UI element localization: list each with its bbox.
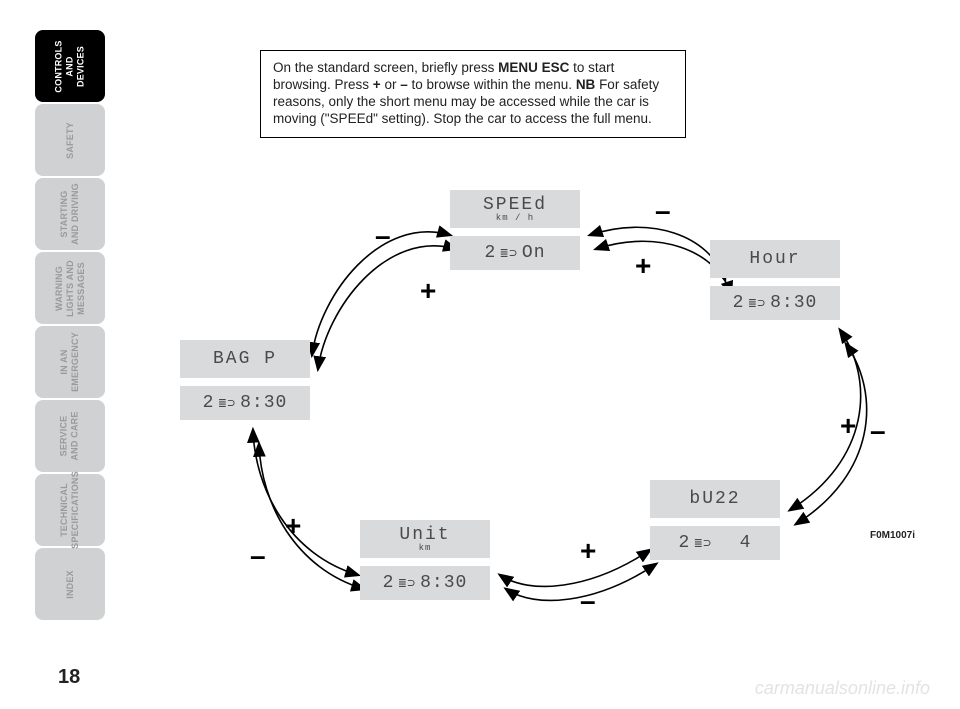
info-bold: NB xyxy=(576,77,596,92)
tab-controls[interactable]: CONTROLS AND DEVICES xyxy=(35,30,105,102)
tab-label: IN AN EMERGENCY xyxy=(59,332,81,392)
sidebar-tabs: CONTROLS AND DEVICES SAFETY STARTING AND… xyxy=(35,30,105,622)
screen-val-right: 8:30 xyxy=(770,293,817,313)
screen-top: bU22 xyxy=(650,480,780,518)
minus-sign: – xyxy=(655,195,671,227)
screen-top: Unit km xyxy=(360,520,490,558)
screen-bottom: 2 ≣⊃ 8:30 xyxy=(710,286,840,320)
tab-index[interactable]: INDEX xyxy=(35,548,105,620)
info-text: On the standard screen, briefly press xyxy=(273,60,498,75)
tab-emergency[interactable]: IN AN EMERGENCY xyxy=(35,326,105,398)
tab-starting[interactable]: STARTING AND DRIVING xyxy=(35,178,105,250)
page-number: 18 xyxy=(58,666,80,689)
tab-service[interactable]: SERVICE AND CARE xyxy=(35,400,105,472)
tab-warning[interactable]: WARNING LIGHTS AND MESSAGES xyxy=(35,252,105,324)
plus-sign: + xyxy=(635,250,651,282)
screen-bottom: 2 ≣⊃ 8:30 xyxy=(360,566,490,600)
minus-sign: – xyxy=(580,585,596,617)
headlight-icon: ≣⊃ xyxy=(500,246,518,261)
screen-val-right: 8:30 xyxy=(240,393,287,413)
headlight-icon: ≣⊃ xyxy=(694,536,712,551)
screen-speed: SPEEd km / h 2 ≣⊃ On xyxy=(450,190,580,270)
screen-subtitle: km xyxy=(419,543,432,553)
screen-title: SPEEd xyxy=(483,195,547,215)
info-text: or xyxy=(381,77,401,92)
info-bold: – xyxy=(400,77,408,92)
tab-technical[interactable]: TECHNICAL SPECIFICATIONS xyxy=(35,474,105,546)
screen-title: Hour xyxy=(749,249,800,269)
screen-val-left: 2 xyxy=(484,243,496,263)
minus-sign: – xyxy=(375,220,391,252)
screen-val-left: 2 xyxy=(679,533,691,553)
screen-top: BAG P xyxy=(180,340,310,378)
plus-sign: + xyxy=(285,510,301,542)
tab-label: INDEX xyxy=(64,570,75,599)
screen-title: bU22 xyxy=(689,489,740,509)
screen-title: Unit xyxy=(399,525,450,545)
screen-top: Hour xyxy=(710,240,840,278)
info-text: to browse within the menu. xyxy=(408,77,576,92)
screen-hour: Hour 2 ≣⊃ 8:30 xyxy=(710,240,840,320)
screen-title: BAG P xyxy=(213,349,277,369)
info-box: On the standard screen, briefly press ME… xyxy=(260,50,686,138)
screen-val-right: 8:30 xyxy=(420,573,467,593)
screen-bottom: 2 ≣⊃ 8:30 xyxy=(180,386,310,420)
headlight-icon: ≣⊃ xyxy=(218,396,236,411)
tab-label: TECHNICAL SPECIFICATIONS xyxy=(59,471,81,549)
tab-safety[interactable]: SAFETY xyxy=(35,104,105,176)
screen-bag: BAG P 2 ≣⊃ 8:30 xyxy=(180,340,310,420)
plus-sign: + xyxy=(580,535,596,567)
tab-label: SAFETY xyxy=(65,122,76,159)
figure-code: F0M1007i xyxy=(870,530,915,541)
tab-label: WARNING LIGHTS AND MESSAGES xyxy=(53,260,86,317)
screen-buzz: bU22 2 ≣⊃ 4 xyxy=(650,480,780,560)
plus-sign: + xyxy=(840,410,856,442)
screen-val-right: 4 xyxy=(740,533,752,553)
info-bold: MENU ESC xyxy=(498,60,569,75)
screen-val-left: 2 xyxy=(733,293,745,313)
plus-sign: + xyxy=(420,275,436,307)
screen-bottom: 2 ≣⊃ 4 xyxy=(650,526,780,560)
info-bold: + xyxy=(373,77,381,92)
minus-sign: – xyxy=(250,540,266,572)
tab-label: SERVICE AND CARE xyxy=(59,411,81,460)
screen-bottom: 2 ≣⊃ On xyxy=(450,236,580,270)
tab-label: CONTROLS AND DEVICES xyxy=(54,35,87,97)
screen-top: SPEEd km / h xyxy=(450,190,580,228)
headlight-icon: ≣⊃ xyxy=(398,576,416,591)
headlight-icon: ≣⊃ xyxy=(748,296,766,311)
screen-unit: Unit km 2 ≣⊃ 8:30 xyxy=(360,520,490,600)
menu-diagram: SPEEd km / h 2 ≣⊃ On Hour 2 ≣⊃ 8:30 bU22… xyxy=(150,180,910,660)
minus-sign: – xyxy=(870,415,886,447)
screen-subtitle: km / h xyxy=(496,213,534,223)
screen-val-left: 2 xyxy=(203,393,215,413)
screen-val-left: 2 xyxy=(383,573,395,593)
tab-label: STARTING AND DRIVING xyxy=(59,183,81,245)
screen-val-right: On xyxy=(522,243,546,263)
watermark: carmanualsonline.info xyxy=(755,678,930,699)
